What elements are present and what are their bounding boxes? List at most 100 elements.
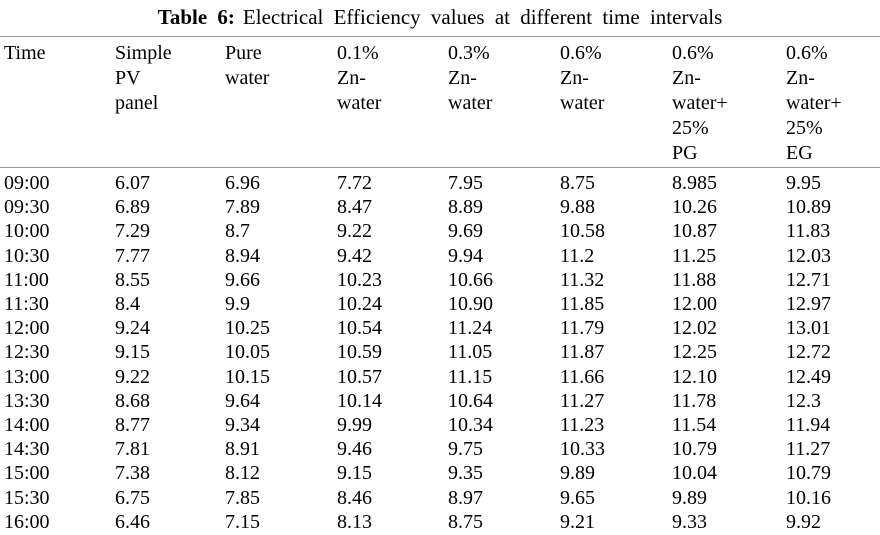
value-cell: 7.81 xyxy=(115,438,150,461)
table-row: 14:30 7.81 8.91 9.46 9.75 10.33 10.79 11.27 xyxy=(0,437,880,461)
column-header-simple-pv-panel: Simple PV panel xyxy=(115,37,225,168)
value-cell: 12.49 xyxy=(786,365,831,388)
header-line: Zn- xyxy=(560,67,589,89)
time-cell: 12:30 xyxy=(4,341,50,364)
value-cell: 8.13 xyxy=(337,510,372,533)
table-row: 09:30 6.89 7.89 8.47 8.89 9.88 10.26 10.89 xyxy=(0,195,880,219)
value-cell: 10.79 xyxy=(786,462,831,485)
value-cell: 11.25 xyxy=(672,244,717,267)
header-line: 25% xyxy=(786,117,823,139)
value-cell: 10.64 xyxy=(448,389,493,412)
time-cell: 12:00 xyxy=(4,317,50,340)
value-cell: 11.2 xyxy=(560,244,595,267)
value-cell: 9.69 xyxy=(448,220,483,243)
time-cell: 13:30 xyxy=(4,389,50,412)
value-cell: 9.35 xyxy=(448,462,483,485)
table-row: 12:00 9.24 10.25 10.54 11.24 11.79 12.02 13.01 xyxy=(0,316,880,340)
time-cell: 15:00 xyxy=(4,462,50,485)
header-line: Zn- xyxy=(786,67,815,89)
header-line: 0.6% xyxy=(672,42,714,64)
time-cell: 14:00 xyxy=(4,414,50,437)
table-row: 14:00 8.77 9.34 9.99 10.34 11.23 11.54 11.94 xyxy=(0,413,880,437)
header-line: water+ xyxy=(786,92,842,114)
value-cell: 11.88 xyxy=(672,268,717,291)
value-cell: 10.14 xyxy=(337,389,382,412)
value-cell: 9.65 xyxy=(560,486,595,509)
value-cell: 9.89 xyxy=(672,486,707,509)
table-row: 12:30 9.15 10.05 10.59 11.05 11.87 12.25 12.72 xyxy=(0,340,880,364)
value-cell: 12.03 xyxy=(786,244,831,267)
column-header-zn-water-0-6: 0.6% Zn-water xyxy=(560,37,672,168)
value-cell: 10.05 xyxy=(225,341,270,364)
value-cell: 12.02 xyxy=(672,317,717,340)
value-cell: 7.85 xyxy=(225,486,260,509)
value-cell: 11.66 xyxy=(560,365,605,388)
column-header-pure-water: Pure water xyxy=(225,37,337,168)
time-cell: 09:30 xyxy=(4,196,50,219)
time-cell: 09:00 xyxy=(4,172,50,194)
value-cell: 12.00 xyxy=(672,293,717,316)
value-cell: 11.79 xyxy=(560,317,605,340)
value-cell: 9.15 xyxy=(115,341,150,364)
table-row: 15:30 6.75 7.85 8.46 8.97 9.65 9.89 10.16 xyxy=(0,486,880,510)
value-cell: 10.54 xyxy=(337,317,382,340)
value-cell: 11.54 xyxy=(672,414,717,437)
value-cell: 10.25 xyxy=(225,317,270,340)
header-line: 0.3% xyxy=(448,42,490,64)
value-cell: 11.94 xyxy=(786,414,831,437)
value-cell: 7.72 xyxy=(337,172,372,194)
value-cell: 9.46 xyxy=(337,438,372,461)
header-line: Zn- xyxy=(337,67,366,89)
value-cell: 10.04 xyxy=(672,462,717,485)
value-cell: 7.95 xyxy=(448,172,483,194)
table-row: 11:30 8.4 9.9 10.24 10.90 11.85 12.00 12.97 xyxy=(0,292,880,316)
value-cell: 11.05 xyxy=(448,341,493,364)
value-cell: 10.15 xyxy=(225,365,270,388)
header-line: PG xyxy=(672,142,698,164)
time-cell: 11:30 xyxy=(4,293,49,316)
header-line: Pure xyxy=(225,42,262,64)
value-cell: 9.89 xyxy=(560,462,595,485)
value-cell: 10.57 xyxy=(337,365,382,388)
value-cell: 12.72 xyxy=(786,341,831,364)
value-cell: 8.97 xyxy=(448,486,483,509)
column-header-zn-water-0-6-pg: 0.6% Zn-water+ 25% PG xyxy=(672,37,786,168)
value-cell: 10.66 xyxy=(448,268,493,291)
header-line: 0.6% xyxy=(786,42,828,64)
value-cell: 7.29 xyxy=(115,220,150,243)
value-cell: 9.34 xyxy=(225,414,260,437)
value-cell: 7.77 xyxy=(115,244,150,267)
value-cell: 9.24 xyxy=(115,317,150,340)
value-cell: 8.55 xyxy=(115,268,150,291)
value-cell: 6.89 xyxy=(115,196,150,219)
efficiency-table: Time Simple PV panel Pure water 0.1% Zn-water 0.… xyxy=(0,36,880,535)
value-cell: 9.64 xyxy=(225,389,260,412)
header-line: EG xyxy=(786,142,813,164)
header-line: panel xyxy=(115,92,159,114)
value-cell: 10.33 xyxy=(560,438,605,461)
time-cell: 11:00 xyxy=(4,268,49,291)
header-line: 0.1% xyxy=(337,42,379,64)
value-cell: 11.87 xyxy=(560,341,605,364)
value-cell: 8.985 xyxy=(672,172,717,194)
value-cell: 9.94 xyxy=(448,244,483,267)
value-cell: 8.47 xyxy=(337,196,372,219)
value-cell: 10.90 xyxy=(448,293,493,316)
table-row: 10:30 7.77 8.94 9.42 9.94 11.2 11.25 12.03 xyxy=(0,244,880,268)
value-cell: 11.27 xyxy=(560,389,605,412)
time-cell: 10:00 xyxy=(4,220,50,243)
header-line: 25% xyxy=(672,117,709,139)
header-line: Zn- xyxy=(672,67,701,89)
column-header-zn-water-0-3: 0.3% Zn-water xyxy=(448,37,560,168)
table-row: 13:00 9.22 10.15 10.57 11.15 11.66 12.10 12.49 xyxy=(0,365,880,389)
header-line: Time xyxy=(4,42,46,64)
table-caption: Table 6: Electrical Efficiency values at … xyxy=(0,0,880,29)
value-cell: 10.79 xyxy=(672,438,717,461)
value-cell: 9.15 xyxy=(337,462,372,485)
value-cell: 8.68 xyxy=(115,389,150,412)
table-row: 13:30 8.68 9.64 10.14 10.64 11.27 11.78 12.3 xyxy=(0,389,880,413)
value-cell: 6.96 xyxy=(225,172,260,194)
value-cell: 9.66 xyxy=(225,268,260,291)
header-line: water xyxy=(225,67,270,89)
